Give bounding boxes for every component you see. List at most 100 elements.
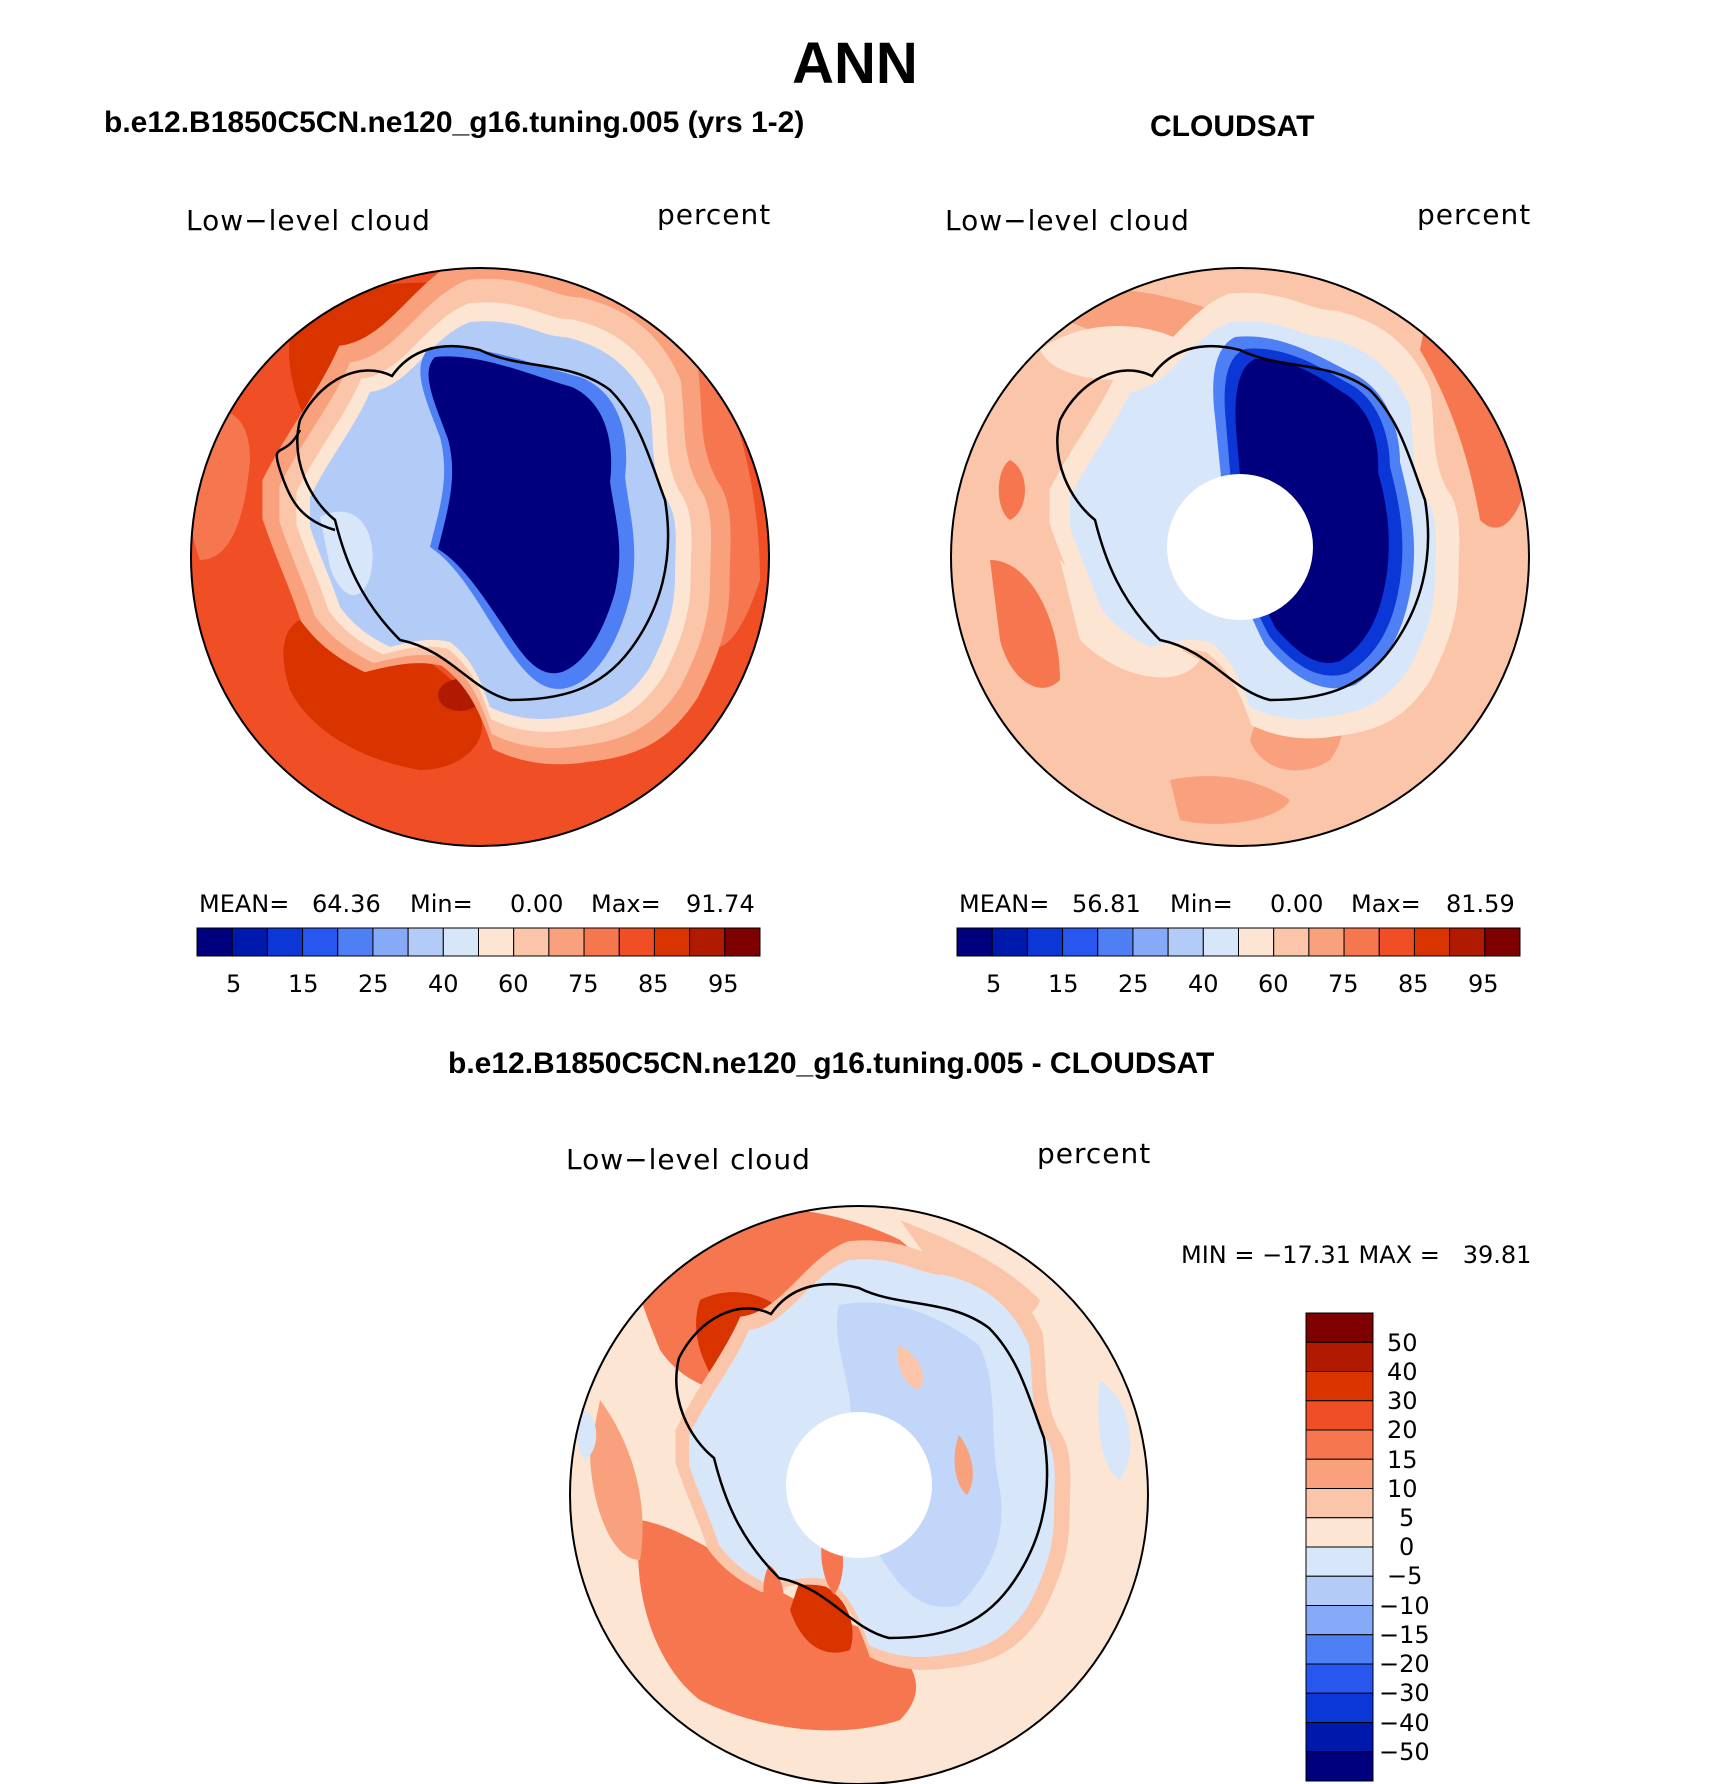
panel2-mean-label: MEAN= xyxy=(959,890,1050,918)
colorbar3-tick: 10 xyxy=(1387,1475,1418,1503)
colorbar-cell xyxy=(724,927,761,957)
colorbar-cell xyxy=(266,927,304,957)
colorbar-cell xyxy=(442,927,479,957)
panel3-left-label: Low−level cloud xyxy=(566,1143,811,1176)
colorbar-cell xyxy=(1305,1546,1374,1577)
colorbar-cell xyxy=(1305,1341,1374,1372)
colorbar-cell xyxy=(1305,1575,1374,1606)
panel1-mean-label: MEAN= xyxy=(199,890,290,918)
colorbar-diff xyxy=(1305,1312,1374,1782)
colorbar2-tick: 60 xyxy=(1258,970,1289,998)
colorbar-cell xyxy=(1167,927,1204,957)
colorbar-cell xyxy=(1305,1605,1374,1636)
colorbar-cell xyxy=(513,927,550,957)
colorbar-cell xyxy=(1378,927,1415,957)
colorbar3-tick: −20 xyxy=(1379,1650,1430,1678)
colorbar3-tick: −5 xyxy=(1387,1562,1423,1590)
colorbar-cell xyxy=(1026,927,1064,957)
colorbar3-tick: 30 xyxy=(1387,1387,1418,1415)
colorbar3-tick: −30 xyxy=(1379,1679,1430,1707)
colorbar-cell xyxy=(302,927,339,957)
colorbar-cell xyxy=(1484,927,1521,957)
panel2-max-value: 81.59 xyxy=(1446,890,1515,918)
colorbar1-tick: 75 xyxy=(568,970,599,998)
colorbar3-tick: −50 xyxy=(1379,1738,1430,1766)
colorbar1-tick: 95 xyxy=(708,970,739,998)
colorbar3-tick: −15 xyxy=(1379,1621,1430,1649)
colorbar-cell xyxy=(1305,1429,1374,1460)
colorbar2-tick: 15 xyxy=(1048,970,1079,998)
colorbar-cell xyxy=(583,927,620,957)
panel2-max-label: Max= xyxy=(1351,890,1421,918)
colorbar-cell xyxy=(407,927,444,957)
panel1-min-value: 0.00 xyxy=(510,890,564,918)
colorbar-cell xyxy=(231,927,268,957)
panel1-max-label: Max= xyxy=(591,890,661,918)
panel1-subtitle: b.e12.B1850C5CN.ne120_g16.tuning.005 (yr… xyxy=(104,106,805,139)
colorbar-cell xyxy=(478,927,515,957)
colorbar3-tick: 5 xyxy=(1399,1504,1415,1532)
colorbar2-tick: 5 xyxy=(986,970,1002,998)
colorbar1-tick: 40 xyxy=(428,970,459,998)
colorbar-cell xyxy=(991,927,1028,957)
panel3-right-label: percent xyxy=(1037,1137,1152,1170)
colorbar2-tick: 25 xyxy=(1118,970,1149,998)
colorbar-cell xyxy=(618,927,655,957)
colorbar-cell xyxy=(1308,927,1345,957)
panel1-max-value: 91.74 xyxy=(686,890,755,918)
colorbar3-tick: −10 xyxy=(1379,1592,1430,1620)
colorbar1-tick: 15 xyxy=(288,970,319,998)
colorbar-cell xyxy=(1305,1488,1374,1519)
colorbar-cell xyxy=(1305,1663,1374,1694)
colorbar-cell xyxy=(1273,927,1310,957)
colorbar-cell xyxy=(337,927,374,957)
colorbar-cell xyxy=(372,927,409,957)
colorbar3-tick: 15 xyxy=(1387,1446,1418,1474)
colorbar-cell xyxy=(1132,927,1169,957)
colorbar-cell xyxy=(1305,1371,1374,1402)
colorbar-cell xyxy=(548,927,585,957)
colorbar1-tick: 5 xyxy=(226,970,242,998)
colorbar-cell xyxy=(196,927,233,957)
colorbar-panel2 xyxy=(956,927,1521,957)
panel1-right-label: percent xyxy=(657,198,772,231)
colorbar-panel1 xyxy=(196,927,761,957)
panel3-subtitle: b.e12.B1850C5CN.ne120_g16.tuning.005 - C… xyxy=(448,1047,1215,1080)
colorbar3-tick: 40 xyxy=(1387,1358,1418,1386)
panel2-min-label: Min= xyxy=(1170,890,1233,918)
colorbar-cell xyxy=(1305,1458,1374,1489)
colorbar2-tick: 95 xyxy=(1468,970,1499,998)
colorbar-cell xyxy=(1413,927,1451,957)
figure-title: ANN xyxy=(792,31,918,96)
colorbar-cell xyxy=(1238,927,1275,957)
panel3-map xyxy=(570,1206,1148,1784)
panel2-map xyxy=(951,268,1529,846)
colorbar-cell xyxy=(1305,1692,1374,1723)
colorbar-cell xyxy=(1305,1722,1374,1753)
colorbar-cell xyxy=(1305,1400,1374,1431)
colorbar1-tick: 25 xyxy=(358,970,389,998)
colorbar-cell xyxy=(1305,1312,1374,1343)
colorbar2-tick: 40 xyxy=(1188,970,1219,998)
panel3-min-max: MIN = −17.31 MAX = 39.81 xyxy=(1181,1241,1532,1269)
colorbar3-tick: 20 xyxy=(1387,1416,1418,1444)
panel2-right-label: percent xyxy=(1417,198,1532,231)
panel2-left-label: Low−level cloud xyxy=(945,204,1190,237)
panel1-mean-value: 64.36 xyxy=(312,890,381,918)
colorbar-cell xyxy=(1305,1634,1374,1665)
colorbar3-tick: 0 xyxy=(1399,1533,1415,1561)
colorbar2-tick: 85 xyxy=(1398,970,1429,998)
panel1-map xyxy=(191,268,769,846)
colorbar3-tick: −40 xyxy=(1379,1709,1430,1737)
colorbar-cell xyxy=(1305,1751,1374,1782)
colorbar-cell xyxy=(653,927,691,957)
colorbar-cell xyxy=(1343,927,1380,957)
colorbar1-tick: 85 xyxy=(638,970,669,998)
colorbar3-tick: 50 xyxy=(1387,1329,1418,1357)
panel2-mean-value: 56.81 xyxy=(1072,890,1141,918)
colorbar-cell xyxy=(956,927,993,957)
colorbar-cell xyxy=(1097,927,1134,957)
colorbar1-tick: 60 xyxy=(498,970,529,998)
colorbar-cell xyxy=(1062,927,1099,957)
